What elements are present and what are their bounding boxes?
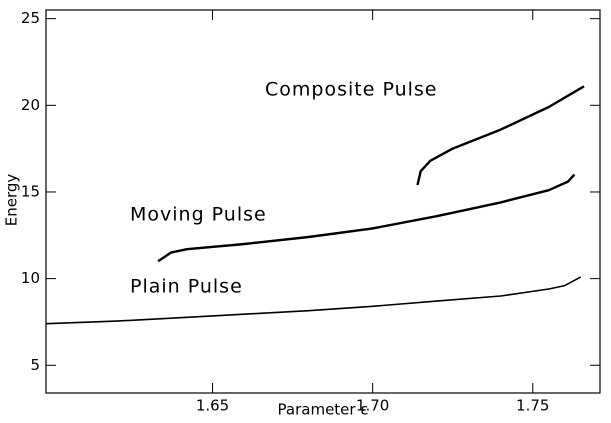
y-tick-label: 25	[21, 9, 40, 27]
series-label: Composite Pulse	[265, 79, 437, 101]
series-line	[416, 85, 585, 186]
x-tick-label: 1.70	[356, 397, 389, 415]
plot-frame	[45, 9, 601, 394]
series-line	[45, 276, 582, 325]
y-tick-label: 20	[21, 96, 40, 114]
y-tick-label: 5	[30, 356, 40, 374]
y-tick-label: 10	[21, 269, 40, 287]
series-line	[157, 173, 576, 263]
y-axis-label: Energy	[3, 174, 21, 227]
x-axis-label: Parameter ε	[278, 401, 369, 419]
x-tick-label: 1.75	[516, 397, 549, 415]
y-tick-label: 15	[21, 182, 40, 200]
series-label: Plain Pulse	[130, 276, 243, 298]
x-tick-label: 1.65	[196, 397, 229, 415]
series-label: Moving Pulse	[130, 204, 267, 226]
